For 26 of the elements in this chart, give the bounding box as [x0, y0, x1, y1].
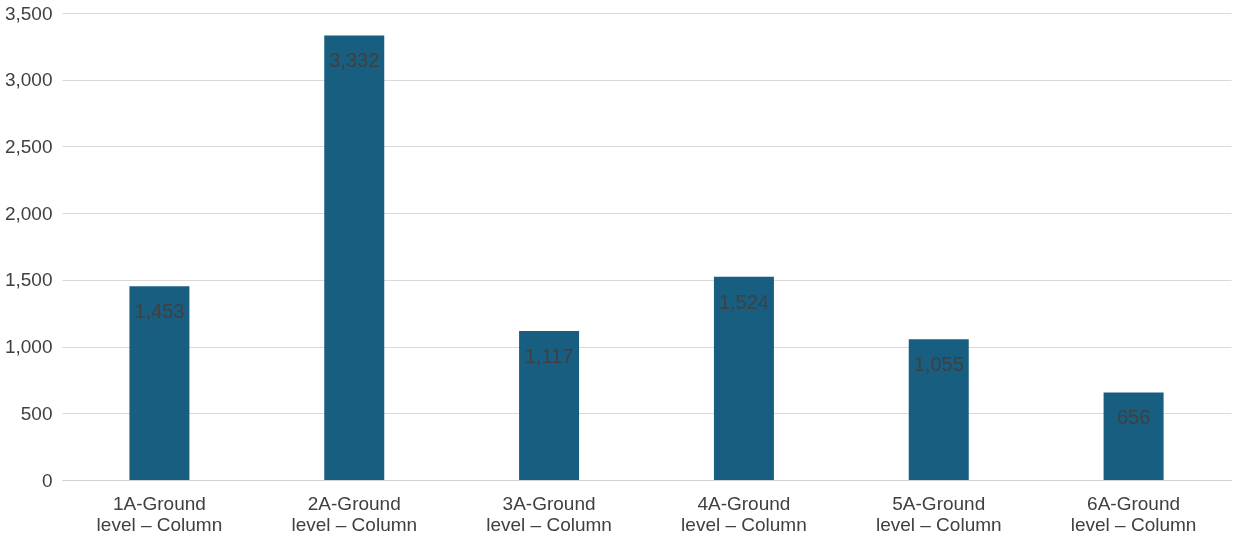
data-label: 1,055: [913, 353, 964, 376]
y-tick-label: 1,000: [4, 336, 53, 358]
data-label: 1,524: [718, 290, 769, 313]
y-tick-label: 3,500: [4, 2, 53, 24]
data-label: 3,332: [329, 49, 380, 72]
x-tick-label: 4A-Ground level – Column: [681, 492, 807, 535]
bar: [519, 330, 580, 480]
data-label: 656: [1116, 406, 1151, 429]
x-tick-label: 5A-Ground level – Column: [875, 492, 1002, 535]
x-tick-label: 6A-Ground level – Column: [1070, 492, 1197, 535]
x-tick-label: 3A-Ground level – Column: [486, 492, 612, 535]
bar: [324, 35, 385, 480]
y-tick-label: 0: [41, 469, 53, 491]
bar: [129, 286, 190, 480]
y-tick-label: 2,000: [4, 202, 53, 224]
bar: [908, 339, 969, 480]
x-tick-label: 1A-Ground level – Column: [96, 492, 223, 535]
bar: [713, 276, 774, 480]
bar: [1103, 392, 1164, 480]
y-tick-label: 1,500: [4, 269, 53, 291]
data-label: 1,453: [134, 300, 185, 323]
y-tick-label: 500: [20, 402, 53, 424]
y-tick-label: 2,500: [4, 135, 53, 157]
data-label: 1,117: [524, 344, 574, 367]
x-tick-label: 2A-Ground level – Column: [291, 492, 418, 535]
y-tick-label: 3,000: [4, 69, 53, 91]
